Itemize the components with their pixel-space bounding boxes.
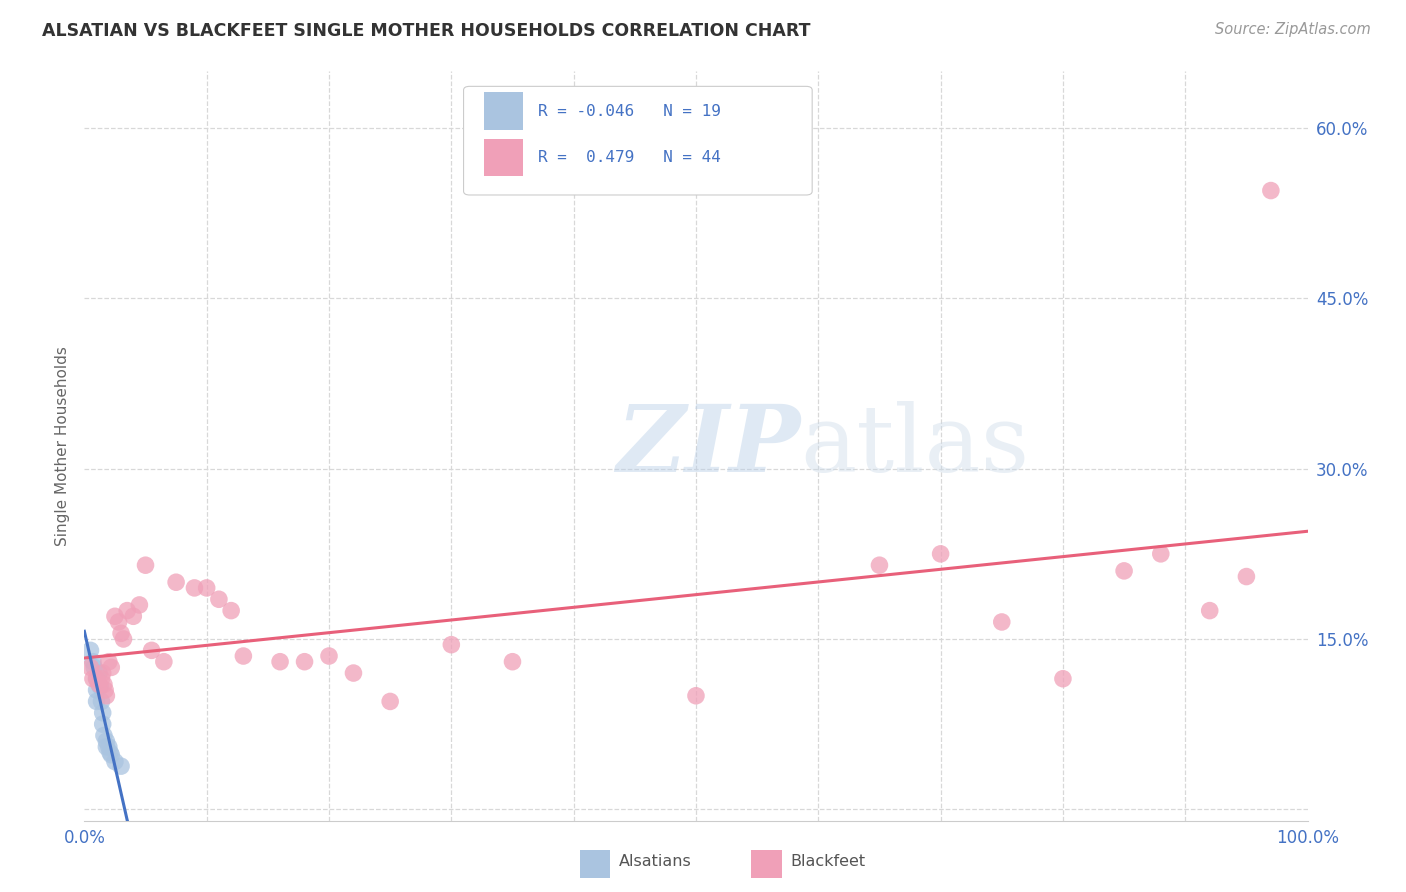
Text: ZIP: ZIP [616,401,800,491]
Y-axis label: Single Mother Households: Single Mother Households [55,346,70,546]
Point [91,666,114,681]
Point [232,648,254,663]
Point [318,648,340,663]
Point [1198,604,1220,618]
Point [86,672,108,686]
Point [183,581,205,595]
Text: R =  0.479   N = 44: R = 0.479 N = 44 [538,150,721,165]
Point [91,717,114,731]
Point [96,739,118,754]
Point [991,615,1014,629]
Text: ALSATIAN VS BLACKFEET SINGLE MOTHER HOUSEHOLDS CORRELATION CHART: ALSATIAN VS BLACKFEET SINGLE MOTHER HOUS… [42,22,811,40]
Point [153,655,176,669]
Point [93,729,115,743]
Point [94,683,117,698]
Point [219,604,242,618]
Text: atlas: atlas [800,401,1029,491]
Bar [751,850,782,879]
Point [685,689,707,703]
Point [1052,672,1074,686]
Point [502,655,524,669]
Point [97,655,120,669]
Point [1150,547,1173,561]
Bar [484,93,523,130]
Point [440,638,463,652]
Point [83,660,105,674]
Point [96,734,118,748]
Point [97,739,120,754]
Point [100,660,122,674]
Point [112,632,135,646]
Point [1114,564,1136,578]
Point [1236,569,1258,583]
Point [96,689,118,703]
Point [128,598,150,612]
Bar [484,139,523,177]
Text: Alsatians: Alsatians [619,855,692,870]
Point [86,694,108,708]
Point [82,655,104,669]
Bar [579,850,610,879]
Point [115,604,138,618]
Point [342,666,364,681]
Point [87,666,110,681]
Point [380,694,402,708]
Text: R = -0.046   N = 19: R = -0.046 N = 19 [538,103,721,119]
Point [90,672,112,686]
Point [91,706,114,720]
Point [110,626,132,640]
Point [82,672,104,686]
FancyBboxPatch shape [464,87,813,195]
Point [104,609,127,624]
Point [86,672,108,686]
Point [195,581,218,595]
Point [135,558,157,573]
Point [1260,184,1282,198]
Point [869,558,891,573]
Point [208,592,231,607]
Point [107,615,129,629]
Point [86,683,108,698]
Point [141,643,163,657]
Point [294,655,316,669]
Point [110,759,132,773]
Point [165,575,187,590]
Point [104,755,127,769]
Text: Blackfeet: Blackfeet [790,855,865,870]
Point [98,746,121,760]
Point [79,643,101,657]
Point [929,547,952,561]
Point [90,694,112,708]
Point [122,609,145,624]
Point [89,680,111,694]
Point [100,747,122,762]
Point [79,660,101,674]
Point [87,677,110,691]
Point [269,655,291,669]
Point [93,677,115,691]
Text: Source: ZipAtlas.com: Source: ZipAtlas.com [1215,22,1371,37]
